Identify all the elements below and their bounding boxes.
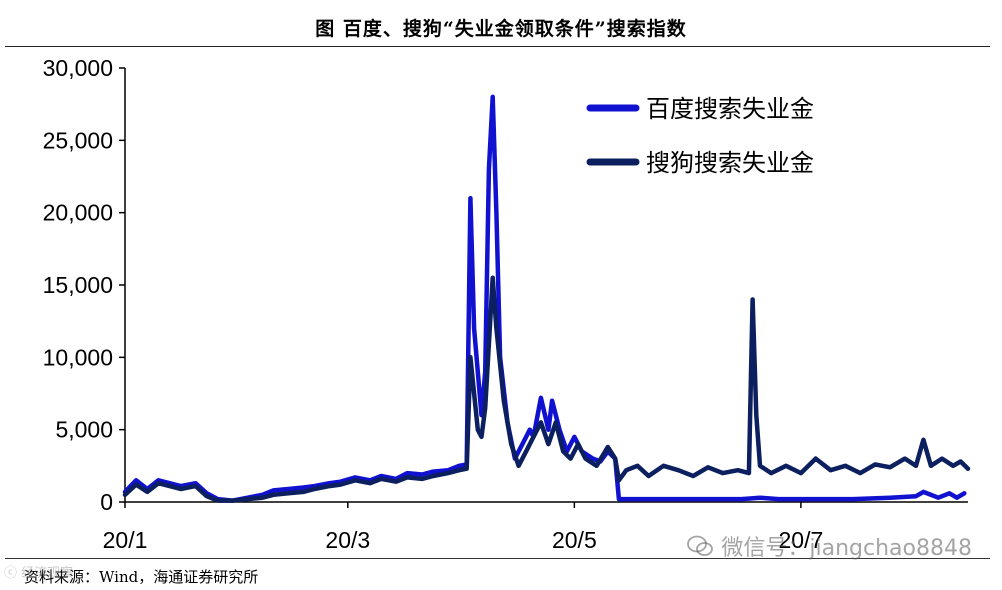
y-tick-label: 20,000 xyxy=(43,200,113,226)
source-note: 资料来源：Wind，海通证券研究所 xyxy=(24,568,259,586)
x-tick-label: 20/7 xyxy=(779,527,824,553)
chart-axes: 0 5,000 10,000 15,000 20,000 25,000 30,000 20/1… xyxy=(43,55,968,553)
series-line-1 xyxy=(122,94,967,503)
chart-title: 图 百度、搜狗“失业金领取条件”搜索指数 xyxy=(315,18,687,40)
wechat-watermark: 微信号：jiangchao8848 xyxy=(687,530,972,562)
chart-series xyxy=(122,94,971,503)
y-tick-label: 30,000 xyxy=(43,55,113,81)
y-tick-label: 15,000 xyxy=(43,272,113,298)
source-divider xyxy=(5,558,990,559)
series-line-2 xyxy=(122,275,971,503)
x-tick-label: 20/3 xyxy=(325,527,370,553)
wechat-icon xyxy=(687,535,714,556)
corner-watermark: ⓒ 经济观察 xyxy=(4,566,74,581)
y-tick-label: 10,000 xyxy=(43,344,113,370)
watermark-text: 微信号：jiangchao8848 xyxy=(721,536,972,561)
x-tick-label: 20/1 xyxy=(103,527,148,553)
x-tick-label: 20/5 xyxy=(552,527,597,553)
y-tick-label: 25,000 xyxy=(43,127,113,153)
legend-label-2: 搜狗搜索失业金 xyxy=(646,149,814,177)
y-tick-label: 0 xyxy=(100,489,113,515)
y-tick-label: 5,000 xyxy=(55,417,113,443)
legend-label-1: 百度搜索失业金 xyxy=(646,95,814,123)
title-divider xyxy=(5,46,990,47)
